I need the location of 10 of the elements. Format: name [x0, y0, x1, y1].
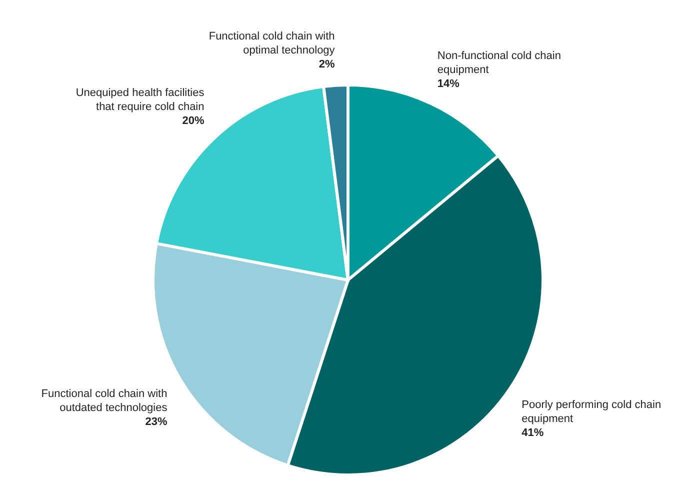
data-label: 41%: [522, 427, 544, 440]
data-label: 14%: [437, 78, 460, 90]
slice-label: Non-functional cold chain equipment: [437, 50, 561, 76]
slice-label: Poorly performing cold chain equipment: [522, 399, 662, 426]
data-label: 20%: [182, 114, 204, 127]
slice-label: Unequiped health facilities that require cold chain: [76, 86, 205, 113]
data-label: 23%: [145, 416, 168, 428]
slice-label: Functional cold chain with optimal technology: [208, 30, 336, 56]
slice-label: Functional cold chain with outdated technologies: [41, 388, 168, 414]
data-label: 2%: [318, 58, 336, 70]
